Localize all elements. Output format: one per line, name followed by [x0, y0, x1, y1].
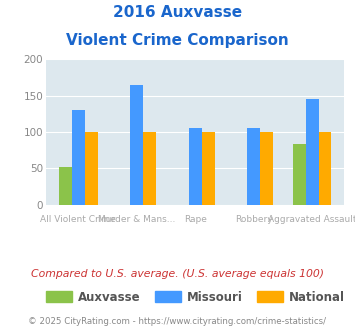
- Legend: Auxvasse, Missouri, National: Auxvasse, Missouri, National: [41, 286, 349, 309]
- Bar: [59, 167, 72, 205]
- Bar: [306, 99, 319, 205]
- Text: All Violent Crime: All Violent Crime: [40, 214, 116, 223]
- Bar: [130, 85, 143, 205]
- Bar: [293, 144, 306, 205]
- Bar: [143, 132, 156, 205]
- Text: © 2025 CityRating.com - https://www.cityrating.com/crime-statistics/: © 2025 CityRating.com - https://www.city…: [28, 317, 327, 326]
- Text: Robbery: Robbery: [235, 214, 273, 223]
- Bar: [260, 132, 273, 205]
- Text: 2016 Auxvasse: 2016 Auxvasse: [113, 5, 242, 20]
- Bar: [202, 132, 214, 205]
- Bar: [247, 128, 260, 205]
- Text: Violent Crime Comparison: Violent Crime Comparison: [66, 33, 289, 48]
- Bar: [72, 110, 85, 205]
- Text: Compared to U.S. average. (U.S. average equals 100): Compared to U.S. average. (U.S. average …: [31, 269, 324, 279]
- Bar: [85, 132, 98, 205]
- Bar: [319, 132, 332, 205]
- Text: Rape: Rape: [184, 214, 207, 223]
- Text: Aggravated Assault: Aggravated Assault: [268, 214, 355, 223]
- Text: Murder & Mans...: Murder & Mans...: [98, 214, 175, 223]
- Bar: [189, 128, 202, 205]
